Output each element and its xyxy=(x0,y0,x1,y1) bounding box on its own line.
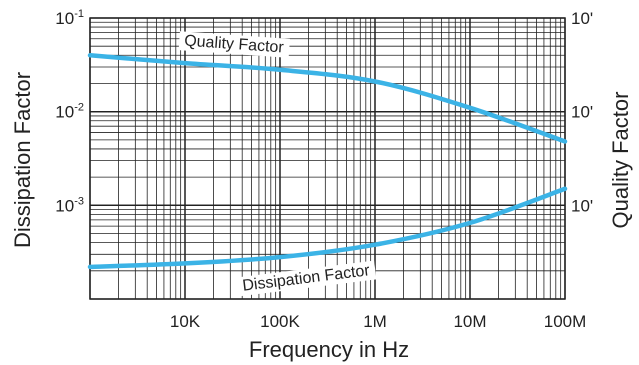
tick-labels: 10K 100K 1M 10M 100M 10-1 10-2 10-3 10' 10' 10' xyxy=(55,8,593,331)
y-axis-left-title: Dissipation Factor xyxy=(10,72,35,248)
y-right-tick-label: 10' xyxy=(571,196,593,215)
dissipation-factor-label: Dissipation Factor xyxy=(236,260,377,297)
y-right-tick-label: 10' xyxy=(571,103,593,122)
quality-factor-label: Quality Factor xyxy=(178,31,290,58)
quality-factor-line xyxy=(87,53,568,144)
y-left-tick-label: 10-2 xyxy=(55,102,84,122)
quality-factor-label-text: Quality Factor xyxy=(184,33,285,57)
dissipation-factor-label-background xyxy=(236,260,377,297)
dissipation-factor-line xyxy=(87,186,568,270)
x-tick-label: 100M xyxy=(544,312,587,331)
series-layer: Quality Factor Dissipation Factor xyxy=(87,31,568,297)
y-left-tick-label: 10-1 xyxy=(55,8,84,28)
x-tick-label: 10M xyxy=(453,312,486,331)
y-right-tick-label: 10' xyxy=(571,9,593,28)
quality-factor-label-background xyxy=(178,31,290,58)
y-left-tick-label: 10-3 xyxy=(55,195,84,215)
plot-frame xyxy=(89,17,566,300)
x-axis-title: Frequency in Hz xyxy=(249,337,409,362)
y-axis-right-title: Quality Factor xyxy=(608,92,633,229)
x-tick-label: 10K xyxy=(170,312,201,331)
x-tick-label: 100K xyxy=(260,312,300,331)
dissipation-factor-label-text: Dissipation Factor xyxy=(241,262,371,295)
x-tick-label: 1M xyxy=(363,312,387,331)
